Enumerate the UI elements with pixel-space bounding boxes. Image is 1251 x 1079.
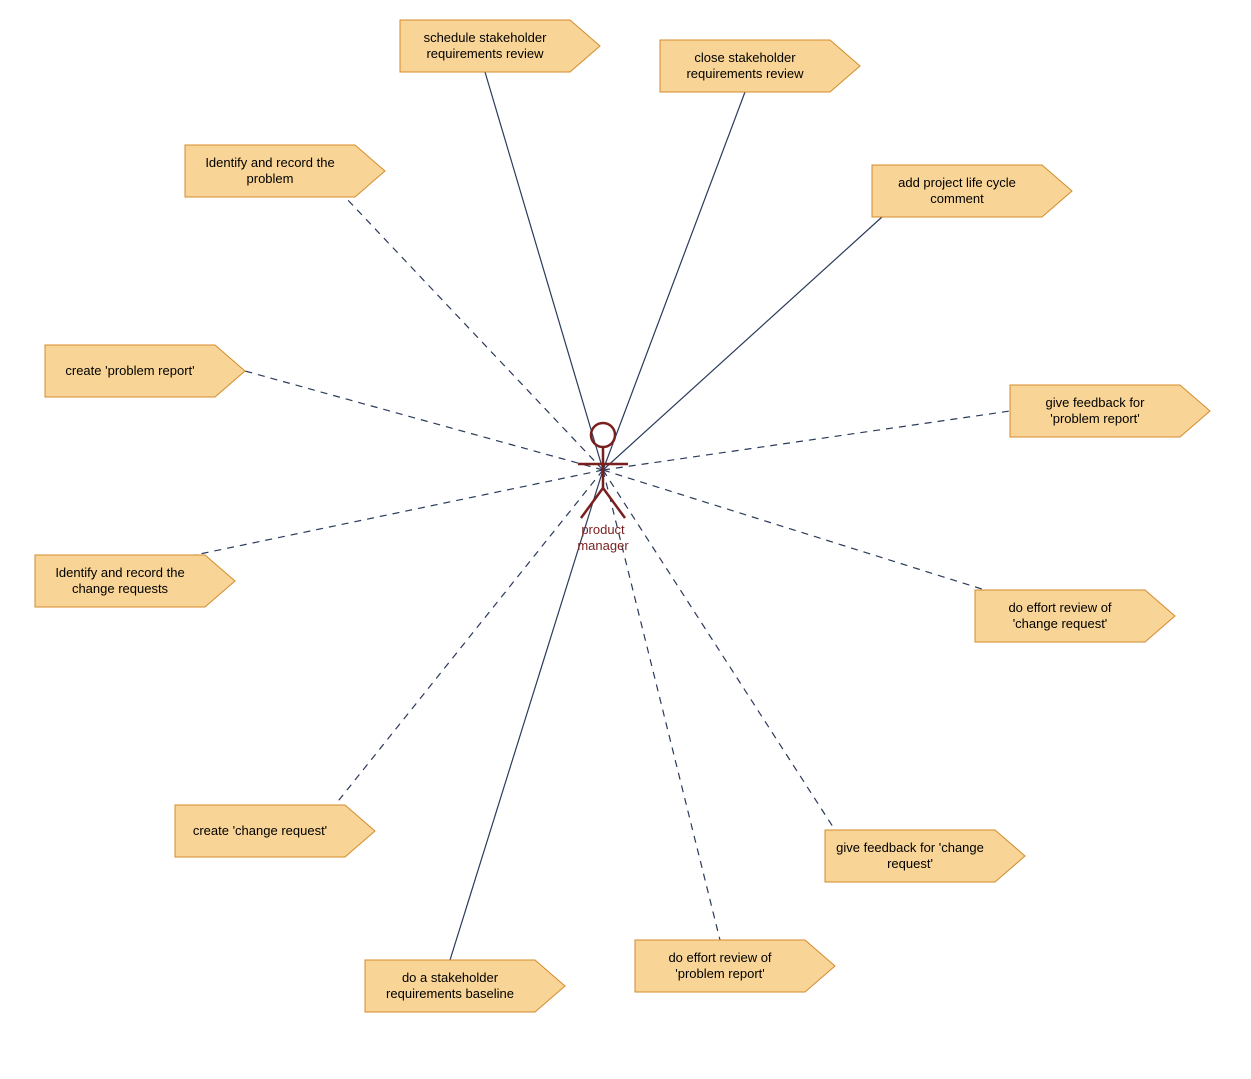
usecase-label-n1-line1: requirements review <box>426 46 544 61</box>
usecase-label-n1-line0: schedule stakeholder <box>424 30 548 45</box>
usecase-label-n2-line1: requirements review <box>686 66 804 81</box>
diagram-canvas: schedule stakeholderrequirements reviewc… <box>0 0 1251 1079</box>
usecase-label-n4-line1: comment <box>930 191 984 206</box>
usecase-node-n12: do effort review of'problem report' <box>635 940 835 992</box>
usecase-node-n5: create 'problem report' <box>45 345 245 397</box>
actor-label-line1: product <box>581 522 625 537</box>
usecase-label-n10-line1: request' <box>887 856 933 871</box>
usecase-node-n2: close stakeholderrequirements review <box>660 40 860 92</box>
usecase-label-n8-line1: 'change request' <box>1013 616 1108 631</box>
usecase-label-n11-line1: requirements baseline <box>386 986 514 1001</box>
usecase-label-n6-line0: give feedback for <box>1045 395 1145 410</box>
usecase-node-n8: do effort review of'change request' <box>975 590 1175 642</box>
usecase-label-n9-line0: create 'change request' <box>193 823 327 838</box>
usecase-label-n12-line1: 'problem report' <box>675 966 765 981</box>
usecase-label-n7-line1: change requests <box>72 581 169 596</box>
usecase-label-n5-line0: create 'problem report' <box>65 363 194 378</box>
usecase-label-n4-line0: add project life cycle <box>898 175 1016 190</box>
usecase-label-n11-line0: do a stakeholder <box>402 970 499 985</box>
usecase-label-n10-line0: give feedback for 'change <box>836 840 984 855</box>
usecase-label-n3-line0: Identify and record the <box>205 155 334 170</box>
actor-label-line2: manager <box>577 538 629 553</box>
usecase-node-n10: give feedback for 'changerequest' <box>825 830 1025 882</box>
usecase-label-n12-line0: do effort review of <box>668 950 771 965</box>
usecase-node-n11: do a stakeholderrequirements baseline <box>365 960 565 1012</box>
usecase-node-n6: give feedback for'problem report' <box>1010 385 1210 437</box>
usecase-node-n1: schedule stakeholderrequirements review <box>400 20 600 72</box>
usecase-node-n4: add project life cyclecomment <box>872 165 1072 217</box>
usecase-node-n9: create 'change request' <box>175 805 375 857</box>
usecase-label-n8-line0: do effort review of <box>1008 600 1111 615</box>
usecase-label-n7-line0: Identify and record the <box>55 565 184 580</box>
usecase-label-n3-line1: problem <box>247 171 294 186</box>
usecase-label-n6-line1: 'problem report' <box>1050 411 1140 426</box>
usecase-node-n7: Identify and record thechange requests <box>35 555 235 607</box>
usecase-node-n3: Identify and record theproblem <box>185 145 385 197</box>
usecase-label-n2-line0: close stakeholder <box>694 50 796 65</box>
